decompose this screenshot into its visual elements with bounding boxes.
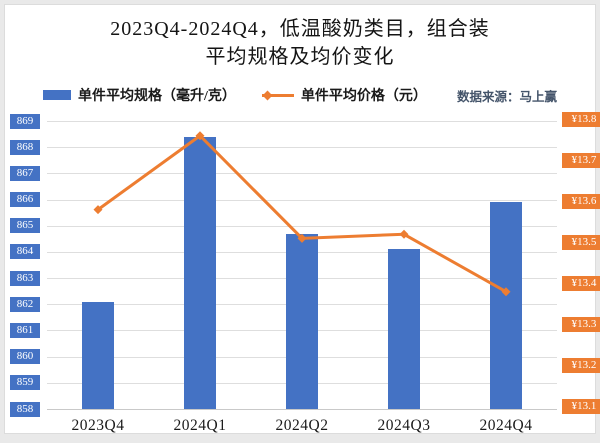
- legend: 单件平均规格（毫升/克） 单件平均价格（元） 数据来源：马上赢: [5, 85, 595, 105]
- left-axis-tick-label: 859: [10, 375, 40, 391]
- grid-line: [47, 225, 557, 227]
- right-axis-tick-label: ¥13.3: [562, 317, 600, 333]
- x-axis-label-2024Q3: 2024Q3: [377, 417, 431, 434]
- grid-line: [47, 199, 557, 201]
- grid-line: [47, 147, 557, 149]
- right-axis-tick-label: ¥13.1: [562, 399, 600, 415]
- bar-2024Q3: [388, 249, 420, 409]
- grid-line: [47, 409, 557, 410]
- right-axis-tick-label: ¥13.6: [562, 193, 600, 209]
- bar-2024Q4: [490, 202, 522, 409]
- left-axis-tick-label: 868: [10, 139, 40, 155]
- left-axis-tick-label: 858: [10, 401, 40, 417]
- legend-line-label: 单件平均价格（元）: [300, 89, 427, 104]
- left-axis-tick-label: 865: [10, 218, 40, 234]
- plot-area: 869 868 867 866 865 864 863 862 861 860 859 858 ¥13.…: [5, 5, 600, 434]
- grid-line: [47, 173, 557, 175]
- price-point-2023Q4: [93, 205, 103, 215]
- right-axis-tick-label: ¥13.2: [562, 358, 600, 374]
- left-axis-tick-label: 860: [10, 349, 40, 365]
- left-axis-tick-label: 863: [10, 270, 40, 286]
- right-axis-tick-label: ¥13.8: [562, 111, 600, 127]
- bar-2023Q4: [82, 301, 114, 409]
- left-axis-tick-label: 864: [10, 244, 40, 260]
- left-axis-tick-label: 866: [10, 192, 40, 208]
- left-axis-tick-label: 862: [10, 296, 40, 312]
- x-axis-label-2024Q1: 2024Q1: [173, 417, 227, 434]
- left-axis-tick-label: 867: [10, 165, 40, 181]
- line-series-swatch-icon: [261, 90, 294, 100]
- data-source-note: 数据来源：马上赢: [456, 89, 557, 104]
- chart-title-line1: 2023Q4-2024Q4，低温酸奶类目，组合装: [110, 18, 490, 40]
- bar-2024Q2: [286, 233, 318, 409]
- chart-panel: 2023Q4-2024Q4，低温酸奶类目，组合装 平均规格及均价变化 单件平均规…: [4, 4, 600, 434]
- x-axis-label-2023Q4: 2023Q4: [71, 417, 125, 434]
- bar-series-swatch-icon: [43, 90, 72, 100]
- legend-item-bar: 单件平均规格（毫升/克）: [43, 85, 236, 105]
- x-axis-label-2024Q2: 2024Q2: [275, 417, 329, 434]
- chart-title-line2: 平均规格及均价变化: [205, 46, 395, 68]
- right-axis-tick-label: ¥13.7: [562, 152, 600, 168]
- chart-title: 2023Q4-2024Q4，低温酸奶类目，组合装 平均规格及均价变化: [5, 15, 595, 71]
- right-axis-tick-label: ¥13.4: [562, 276, 600, 292]
- left-axis-tick-label: 869: [10, 113, 40, 129]
- right-axis-tick-label: ¥13.5: [562, 234, 600, 250]
- x-axis-label-2024Q4: 2024Q4: [479, 417, 533, 434]
- price-point-2024Q3: [399, 229, 409, 239]
- bar-2024Q1: [184, 136, 216, 409]
- legend-bar-label: 单件平均规格（毫升/克）: [78, 89, 236, 104]
- left-axis-tick-label: 861: [10, 322, 40, 338]
- grid-line: [47, 121, 557, 122]
- legend-item-line: 单件平均价格（元）: [261, 85, 427, 105]
